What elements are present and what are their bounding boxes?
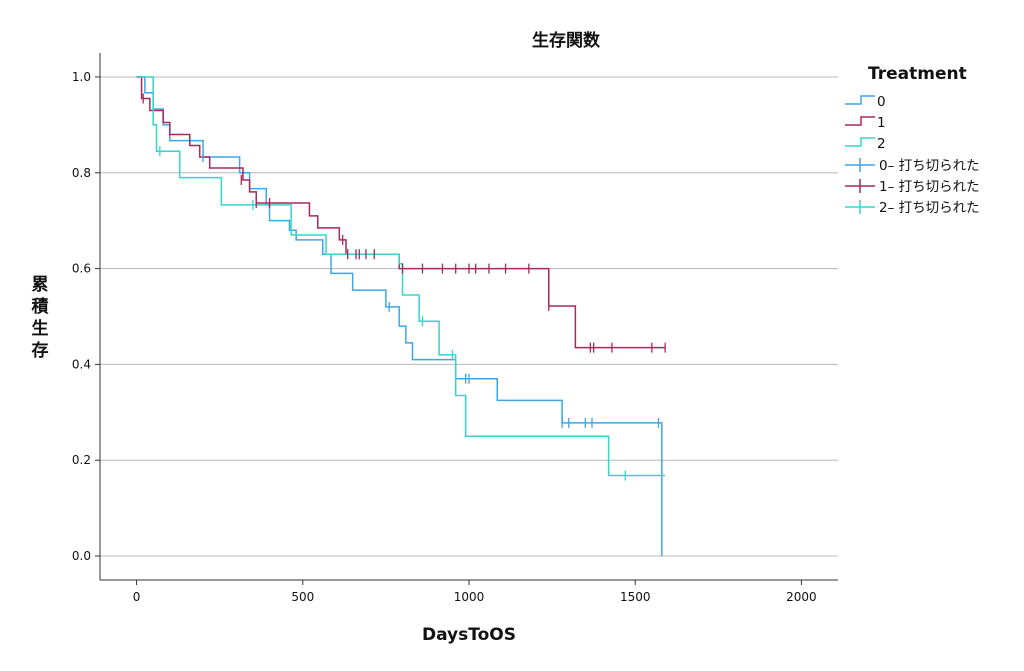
y-axis-title-char: 存 (32, 340, 49, 361)
legend: Treatment 0 1 2 0– 打ち切られた 1– 打ち切られた 2– 打ち切られた (845, 64, 980, 216)
series-0-line (136, 76, 663, 557)
series-2-line (136, 76, 666, 477)
chart-title: 生存関数 (532, 30, 601, 51)
y-tick-label: 0.8 (72, 166, 91, 180)
censor-marks (142, 93, 666, 481)
x-tick-label: 0 (133, 590, 141, 604)
legend-item-censored-0: 0– 打ち切られた (845, 157, 980, 174)
x-tick-label: 500 (291, 590, 314, 604)
legend-item-series-2: 2 (845, 136, 886, 152)
y-tick-label: 1.0 (72, 70, 91, 84)
x-axis-title: DaysToOS (422, 625, 516, 645)
legend-label: 2– 打ち切られた (879, 199, 980, 216)
x-tick-label: 2000 (786, 590, 817, 604)
y-tick-label: 0.6 (72, 262, 91, 276)
plot-area: 0.0 0.2 0.4 0.6 0.8 1.0 0 500 1000 1500 2000 (72, 53, 838, 604)
legend-swatch (845, 116, 875, 126)
legend-label: 1– 打ち切られた (879, 178, 980, 195)
legend-item-series-1: 1 (845, 115, 886, 131)
series-1-line (136, 76, 666, 349)
y-tick-label: 0.2 (72, 453, 91, 467)
legend-label: 1 (877, 115, 886, 131)
y-axis-title-char: 積 (32, 296, 50, 317)
legend-title: Treatment (868, 64, 967, 84)
series-lines (136, 76, 666, 557)
x-tick-label: 1000 (454, 590, 485, 604)
legend-item-censored-1: 1– 打ち切られた (845, 178, 980, 195)
y-axis-title-char: 累 (32, 275, 49, 295)
legend-label: 0 (877, 94, 886, 110)
legend-items: 0 1 2 0– 打ち切られた 1– 打ち切られた 2– 打ち切られた (845, 94, 980, 216)
legend-label: 2 (877, 136, 886, 152)
y-axis-title-char: 生 (32, 318, 49, 339)
y-tick-label: 0.0 (72, 549, 91, 563)
legend-swatch (845, 137, 875, 147)
x-tick-label: 1500 (620, 590, 651, 604)
legend-swatch (845, 95, 875, 105)
y-tick-label: 0.4 (72, 357, 91, 371)
legend-label: 0– 打ち切られた (879, 157, 980, 174)
y-ticks: 0.0 0.2 0.4 0.6 0.8 1.0 (72, 70, 100, 563)
x-ticks: 0 500 1000 1500 2000 (133, 580, 817, 604)
legend-item-series-0: 0 (845, 94, 886, 110)
gridlines (100, 76, 838, 557)
legend-item-censored-2: 2– 打ち切られた (845, 199, 980, 216)
